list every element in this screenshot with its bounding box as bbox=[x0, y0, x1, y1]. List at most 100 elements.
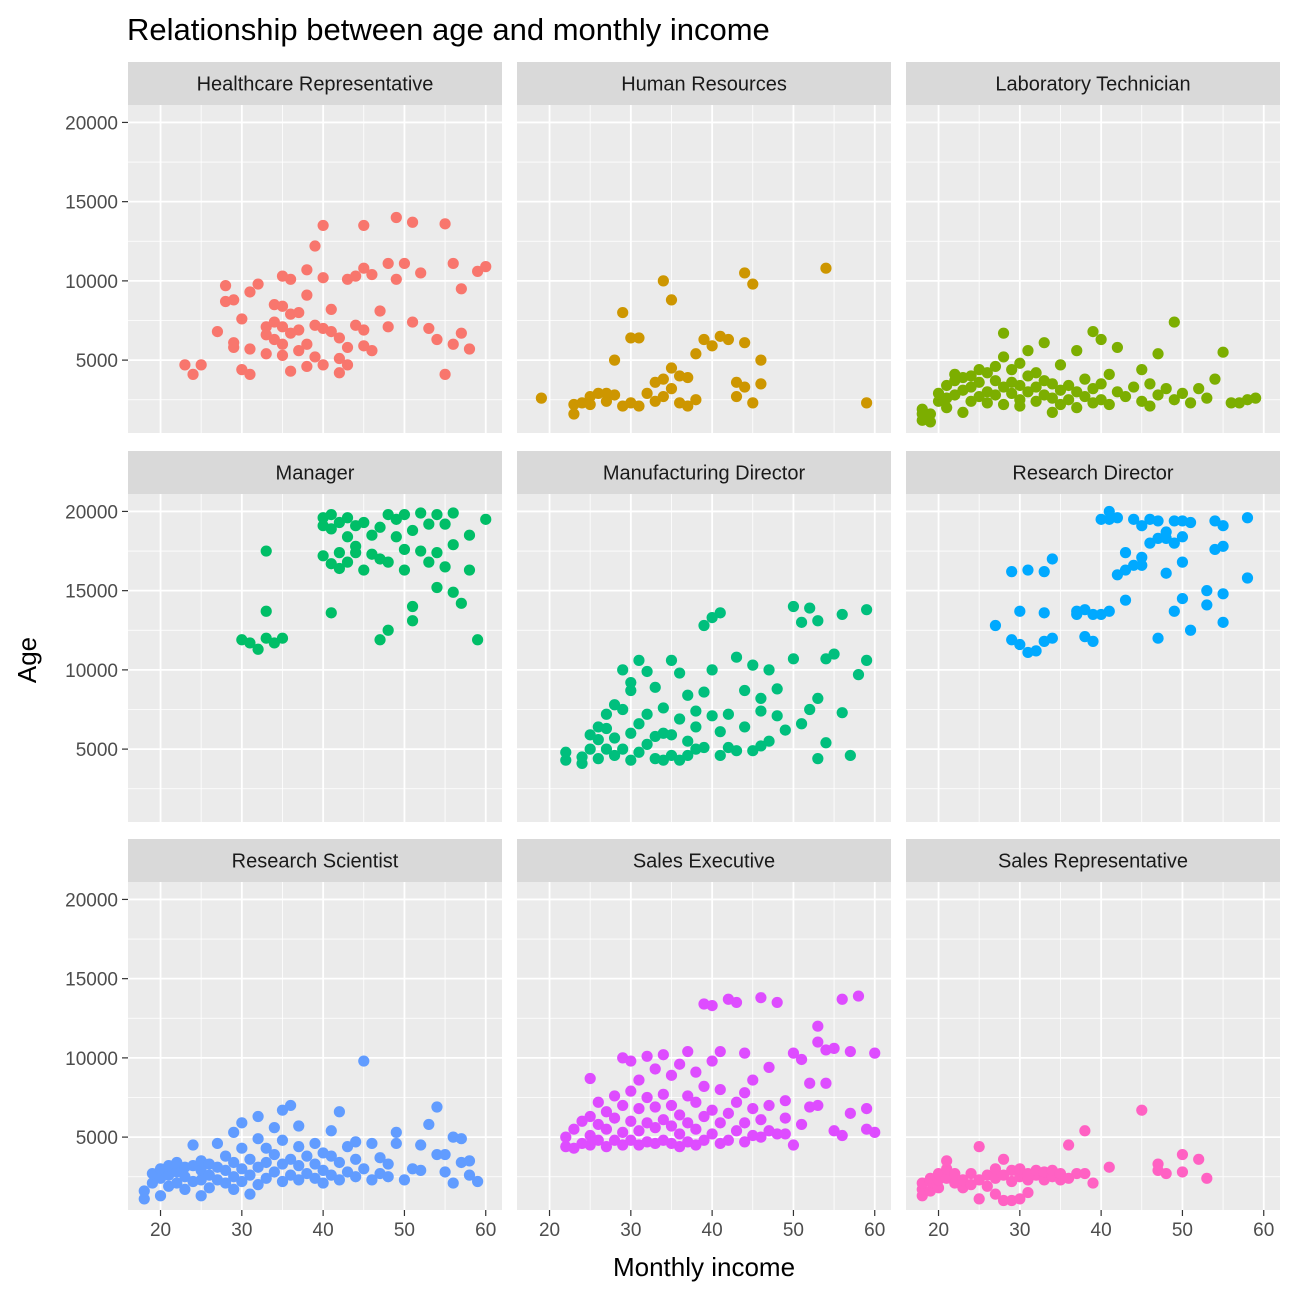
data-point bbox=[1144, 537, 1156, 549]
x-axes: 20 30 40 50 60 20 30 40 50 60 20 30 40 50 60 bbox=[150, 1210, 1274, 1241]
data-point bbox=[852, 669, 865, 681]
data-point bbox=[625, 727, 637, 739]
data-point bbox=[997, 398, 1010, 411]
data-point bbox=[341, 341, 354, 354]
facet-panel: Human Resources bbox=[517, 62, 891, 433]
data-point bbox=[1022, 1174, 1034, 1186]
data-point bbox=[382, 321, 394, 333]
data-point bbox=[1217, 346, 1229, 358]
data-point bbox=[600, 1106, 613, 1118]
data-point bbox=[747, 745, 759, 757]
data-point bbox=[560, 1131, 572, 1143]
data-point bbox=[739, 381, 751, 393]
data-point bbox=[179, 1171, 191, 1183]
data-point bbox=[1054, 398, 1067, 411]
data-point bbox=[293, 324, 305, 336]
data-point bbox=[739, 337, 751, 349]
data-point bbox=[171, 1156, 183, 1169]
data-point bbox=[447, 338, 459, 350]
data-point bbox=[1071, 345, 1083, 357]
data-point bbox=[350, 1153, 362, 1165]
data-point bbox=[1095, 378, 1107, 390]
data-point bbox=[965, 370, 977, 382]
data-point bbox=[989, 619, 1002, 632]
data-point bbox=[617, 1099, 629, 1112]
data-point bbox=[690, 705, 702, 717]
data-point bbox=[730, 996, 743, 1009]
data-point bbox=[763, 1099, 775, 1112]
data-point bbox=[260, 348, 272, 360]
y-axis-title: Age bbox=[12, 637, 42, 683]
y-tick-label: 20000 bbox=[65, 113, 118, 134]
data-point bbox=[325, 1125, 337, 1137]
data-point bbox=[244, 1188, 256, 1200]
data-point bbox=[795, 616, 808, 628]
data-point bbox=[179, 1183, 191, 1196]
data-point bbox=[1225, 397, 1237, 409]
data-point bbox=[714, 726, 726, 738]
data-point bbox=[1193, 1153, 1205, 1165]
panel-background bbox=[128, 494, 502, 822]
data-point bbox=[665, 294, 678, 306]
data-point bbox=[350, 1171, 362, 1183]
data-point bbox=[804, 1077, 816, 1089]
data-point bbox=[1250, 392, 1262, 404]
data-point bbox=[714, 1045, 726, 1058]
data-point bbox=[1152, 348, 1164, 360]
data-point bbox=[1014, 400, 1026, 412]
data-point bbox=[771, 996, 783, 1009]
data-point bbox=[989, 389, 1002, 401]
data-point bbox=[138, 1185, 150, 1197]
data-point bbox=[981, 1180, 993, 1192]
data-point bbox=[219, 1177, 232, 1189]
data-point bbox=[657, 390, 669, 403]
data-point bbox=[633, 332, 645, 344]
facet-strip bbox=[128, 62, 502, 105]
data-point bbox=[341, 512, 354, 524]
data-point bbox=[861, 397, 873, 409]
data-point bbox=[244, 1153, 256, 1165]
data-point bbox=[1201, 599, 1213, 611]
facet-strip-label: Human Resources bbox=[621, 74, 787, 96]
data-point bbox=[690, 721, 702, 733]
data-point bbox=[592, 387, 604, 399]
data-point bbox=[1038, 607, 1050, 619]
data-point bbox=[244, 368, 256, 380]
data-point bbox=[374, 634, 386, 646]
data-point bbox=[236, 1163, 248, 1175]
data-point bbox=[1136, 1104, 1148, 1116]
data-point bbox=[1168, 316, 1180, 328]
data-point bbox=[325, 1169, 337, 1181]
data-point bbox=[1111, 386, 1123, 398]
data-point bbox=[584, 1129, 596, 1142]
data-point bbox=[584, 743, 596, 755]
data-point bbox=[763, 1061, 775, 1073]
data-point bbox=[276, 632, 289, 644]
data-point bbox=[1014, 1163, 1026, 1175]
data-point bbox=[1176, 387, 1189, 399]
data-point bbox=[293, 1120, 305, 1132]
data-point bbox=[1184, 397, 1197, 409]
data-point bbox=[431, 508, 443, 521]
data-point bbox=[739, 721, 751, 733]
data-point bbox=[1071, 386, 1083, 398]
data-point bbox=[608, 354, 621, 366]
data-point bbox=[714, 749, 726, 762]
data-point bbox=[674, 1058, 686, 1070]
data-point bbox=[1160, 526, 1172, 538]
data-point bbox=[415, 507, 427, 519]
data-point bbox=[480, 513, 492, 525]
data-point bbox=[472, 634, 484, 646]
data-point bbox=[828, 1125, 840, 1137]
data-point bbox=[1046, 406, 1058, 419]
data-point bbox=[1160, 567, 1172, 579]
data-point bbox=[981, 367, 993, 379]
data-point bbox=[576, 1115, 588, 1127]
data-point bbox=[293, 345, 305, 357]
data-point bbox=[665, 383, 678, 395]
data-point bbox=[690, 348, 702, 360]
data-point bbox=[1119, 390, 1132, 403]
data-point bbox=[592, 1096, 604, 1108]
data-point bbox=[423, 556, 435, 568]
